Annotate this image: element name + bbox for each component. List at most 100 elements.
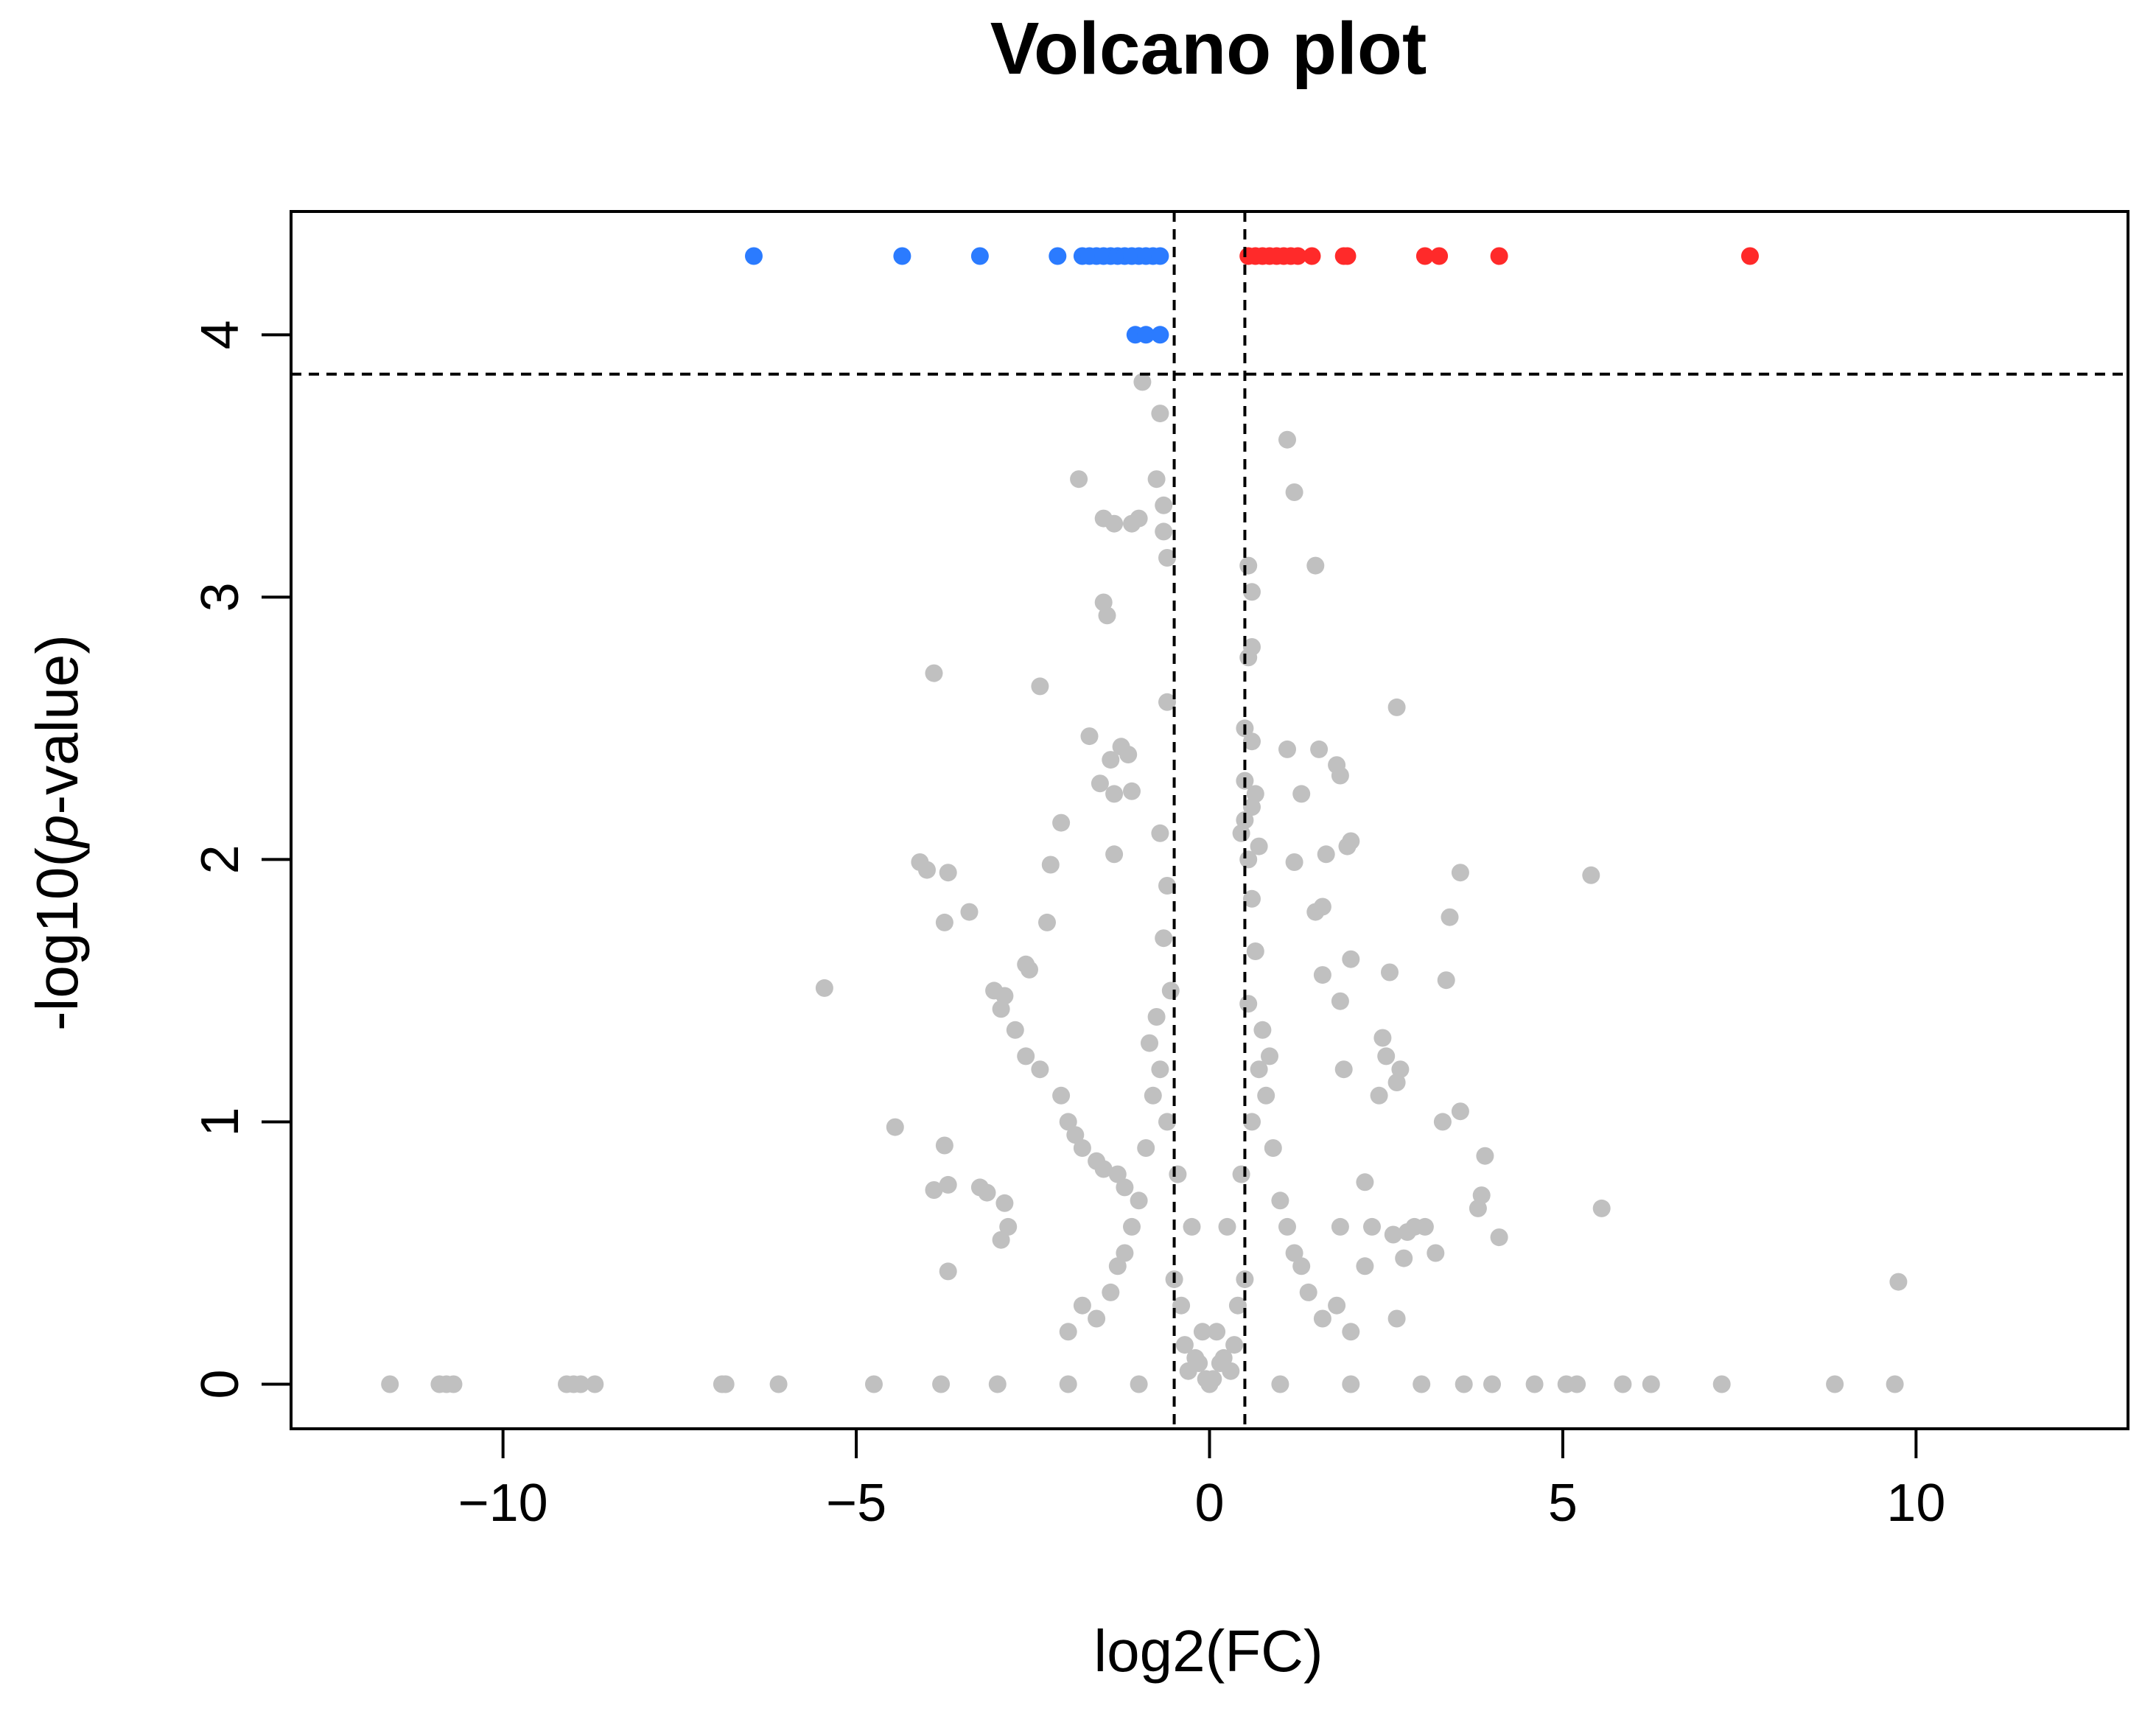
point-not-significant	[381, 1375, 399, 1393]
point-not-significant	[1151, 824, 1169, 842]
point-not-significant	[1331, 992, 1349, 1010]
point-not-significant	[1257, 1086, 1275, 1105]
point-not-significant	[1151, 1060, 1169, 1079]
point-not-significant	[1091, 774, 1109, 793]
point-up	[1430, 247, 1449, 265]
point-not-significant	[1123, 514, 1141, 533]
point-not-significant	[1094, 1160, 1113, 1178]
point-not-significant	[1155, 929, 1173, 948]
point-not-significant	[1243, 889, 1261, 908]
point-not-significant	[1278, 740, 1296, 758]
point-not-significant	[1190, 1354, 1208, 1372]
point-not-significant	[1342, 1375, 1360, 1393]
point-not-significant	[1384, 1225, 1402, 1244]
point-not-significant	[1826, 1375, 1844, 1393]
point-not-significant	[1105, 785, 1124, 803]
point-not-significant	[1108, 1165, 1127, 1183]
point-not-significant	[1313, 1309, 1331, 1328]
point-not-significant	[939, 1262, 957, 1281]
point-not-significant	[1017, 1047, 1035, 1066]
point-not-significant	[918, 861, 936, 879]
point-not-significant	[1038, 913, 1056, 931]
point-not-significant	[1285, 483, 1303, 501]
point-not-significant	[1271, 1192, 1289, 1210]
point-not-significant	[1427, 1244, 1445, 1262]
threshold-lines	[291, 211, 2128, 1429]
point-not-significant	[1285, 853, 1303, 871]
y-tick-label: 0	[191, 1369, 250, 1399]
point-not-significant	[444, 1375, 463, 1393]
point-not-significant	[1243, 732, 1261, 751]
point-not-significant	[1310, 740, 1329, 758]
y-tick-label: 2	[191, 844, 250, 874]
point-not-significant	[1387, 1074, 1406, 1091]
point-not-significant	[1073, 1296, 1091, 1315]
point-not-significant	[1246, 942, 1264, 960]
point-not-significant	[1144, 1086, 1162, 1105]
point-not-significant	[1080, 727, 1099, 746]
point-up	[1289, 247, 1307, 265]
point-not-significant	[1130, 1375, 1148, 1393]
point-not-significant	[1592, 1199, 1611, 1217]
y-tick-label: 3	[191, 582, 250, 612]
point-not-significant	[1306, 556, 1325, 575]
point-not-significant	[1232, 1165, 1250, 1183]
point-not-significant	[1328, 1296, 1346, 1315]
point-not-significant	[1006, 1021, 1024, 1039]
point-not-significant	[1052, 1086, 1071, 1105]
point-not-significant	[1123, 1217, 1141, 1236]
point-not-significant	[1582, 866, 1600, 884]
point-down	[970, 247, 989, 265]
point-not-significant	[1441, 908, 1459, 926]
y-axis: 0 1 2 3 4	[191, 320, 293, 1399]
point-not-significant	[1169, 1165, 1187, 1183]
point-not-significant	[586, 1375, 604, 1393]
point-not-significant	[932, 1375, 951, 1393]
point-not-significant	[1031, 677, 1049, 696]
point-not-significant	[935, 1136, 953, 1155]
point-not-significant	[1451, 864, 1469, 882]
point-not-significant	[1239, 648, 1258, 667]
point-not-significant	[865, 1375, 883, 1393]
y-axis-title-suffix: -value)	[24, 634, 90, 815]
point-not-significant	[1285, 1244, 1303, 1262]
point-not-significant	[1105, 845, 1124, 864]
point-not-significant	[716, 1375, 735, 1393]
y-axis-title-italic: p	[24, 815, 90, 850]
point-not-significant	[1225, 1336, 1244, 1354]
point-not-significant	[985, 982, 1004, 1000]
point-not-significant	[1373, 1029, 1392, 1047]
point-not-significant	[1102, 1283, 1120, 1301]
point-not-significant	[1469, 1199, 1487, 1217]
point-not-significant	[939, 864, 957, 882]
point-not-significant	[1886, 1375, 1904, 1393]
x-tick-label: 10	[1886, 1474, 1945, 1533]
point-not-significant	[995, 1194, 1014, 1212]
point-not-significant	[1264, 1139, 1282, 1157]
point-not-significant	[1151, 405, 1169, 423]
point-down	[1049, 247, 1067, 265]
point-not-significant	[1451, 1102, 1469, 1121]
point-not-significant	[1243, 1113, 1261, 1131]
point-not-significant	[1021, 960, 1038, 979]
x-tick-label: 0	[1194, 1474, 1224, 1533]
point-not-significant	[1243, 798, 1261, 816]
point-not-significant	[1031, 1060, 1049, 1079]
point-not-significant	[1363, 1217, 1381, 1236]
point-not-significant	[935, 913, 953, 931]
point-not-significant	[1889, 1273, 1908, 1291]
point-not-significant	[1239, 995, 1258, 1013]
point-not-significant	[1250, 1060, 1268, 1079]
point-not-significant	[1102, 751, 1120, 769]
point-not-significant	[1525, 1375, 1544, 1393]
point-not-significant	[1158, 549, 1176, 567]
point-not-significant	[1356, 1257, 1374, 1276]
point-not-significant	[1070, 470, 1088, 489]
point-not-significant	[886, 1118, 904, 1136]
point-not-significant	[1490, 1228, 1508, 1247]
point-up	[1490, 247, 1508, 265]
point-not-significant	[992, 1231, 1010, 1249]
point-not-significant	[1614, 1375, 1632, 1393]
point-not-significant	[1271, 1375, 1289, 1393]
point-not-significant	[1088, 1309, 1106, 1328]
